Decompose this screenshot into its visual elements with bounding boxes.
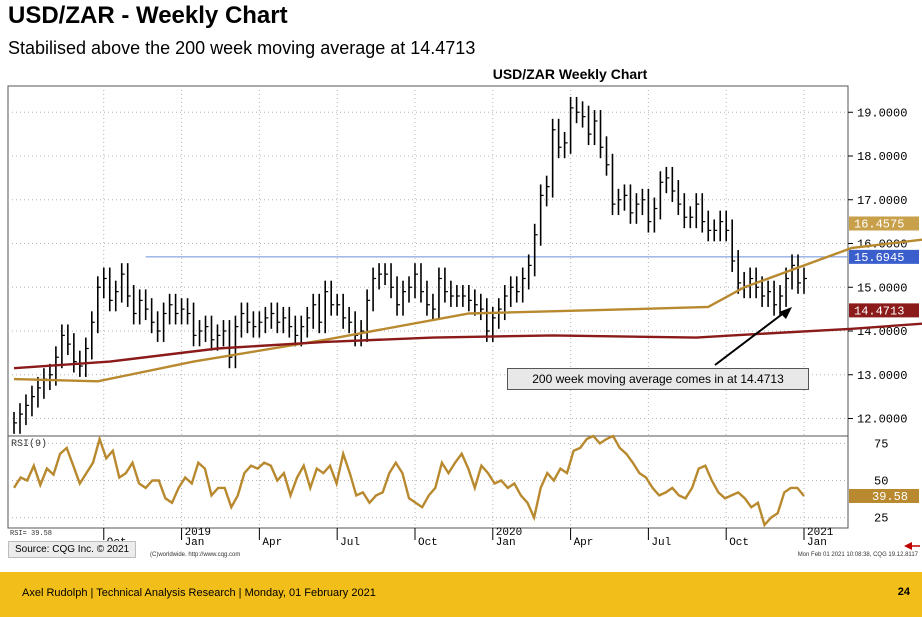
annotation-arrow-head — [779, 307, 792, 319]
x-tick-label: Jan — [807, 537, 827, 549]
rsi-readout: RSI= 39.58 — [10, 530, 52, 538]
rsi-panel-frame — [7, 435, 849, 529]
price-tick-label: 12.0000 — [857, 413, 907, 427]
rsi-value-tag — [849, 488, 919, 503]
rsi-tick-label: 50 — [874, 475, 888, 489]
footer-text: Axel Rudolph | Technical Analysis Resear… — [22, 587, 376, 599]
price-tick-label: 15.0000 — [857, 281, 907, 295]
value-tag-label: 15.6945 — [854, 251, 904, 265]
value-tag-label: 14.4713 — [854, 304, 904, 318]
rsi-value-tag-label: 39.58 — [872, 490, 908, 504]
footer-bar: Axel Rudolph | Technical Analysis Resear… — [0, 572, 922, 617]
chart-title: USD/ZAR Weekly Chart — [492, 66, 648, 82]
page-subtitle: Stabilised above the 200 week moving ave… — [8, 38, 476, 58]
cqg-credit: (C)worldwide. http://www.cqg.com — [150, 552, 240, 558]
annotation-label: 200 week moving average comes in at 14.4… — [507, 368, 809, 390]
price-tick-label: 18.0000 — [857, 150, 907, 164]
price-tick-label: 19.0000 — [857, 106, 907, 120]
x-tick-label: Jul — [340, 537, 360, 549]
price-tick-label: 13.0000 — [857, 369, 907, 383]
value-tag-label: 16.4575 — [854, 217, 904, 231]
usd-zar-weekly-chart: 19.000018.000017.000016.000015.000014.00… — [7, 85, 922, 558]
source-label: Source: CQG Inc. © 2021 — [8, 541, 137, 558]
value-tag — [849, 249, 919, 264]
annotation-arrow — [714, 311, 786, 366]
x-tick-label: Apr — [574, 537, 594, 549]
cqg-timestamp: Mon Feb 01 2021 10:08:38, CQG 19.12.8117 — [798, 552, 919, 558]
x-tick-label: Oct — [418, 537, 438, 549]
rsi-label: RSI(9) — [11, 438, 47, 450]
rsi-line — [12, 434, 805, 528]
x-tick-label: Apr — [262, 537, 282, 549]
axis-ticks: 19.000018.000017.000016.000015.000014.00… — [8, 86, 907, 538]
series-layer — [12, 96, 922, 528]
page-title: USD/ZAR - Weekly Chart — [8, 2, 288, 29]
moving-average-line — [13, 238, 922, 383]
value-tag — [849, 216, 919, 231]
value-tag — [849, 303, 919, 318]
page-number: 24 — [897, 586, 910, 598]
year-label: 2019 — [185, 527, 211, 539]
year-label: 2020 — [496, 527, 522, 539]
price-tick-label: 17.0000 — [857, 194, 907, 208]
rsi-tick-label: 25 — [874, 512, 888, 526]
rsi-panel — [7, 435, 849, 529]
x-tick-label: Jan — [496, 537, 516, 549]
x-tick-label: Jan — [185, 537, 205, 549]
x-tick-label: Oct — [729, 537, 749, 549]
scroll-left-icon[interactable] — [904, 542, 912, 550]
value-tags: 16.4575 15.6945 14.4713 39.58 — [849, 216, 919, 504]
year-label: 2021 — [807, 527, 834, 539]
x-tick-label: Jul — [651, 537, 671, 549]
x-axis: OctJanAprJulOctJanAprJulOctJan2019202020… — [103, 527, 919, 558]
moving-average-line — [13, 322, 922, 370]
rsi-tick-label: 75 — [874, 437, 888, 451]
